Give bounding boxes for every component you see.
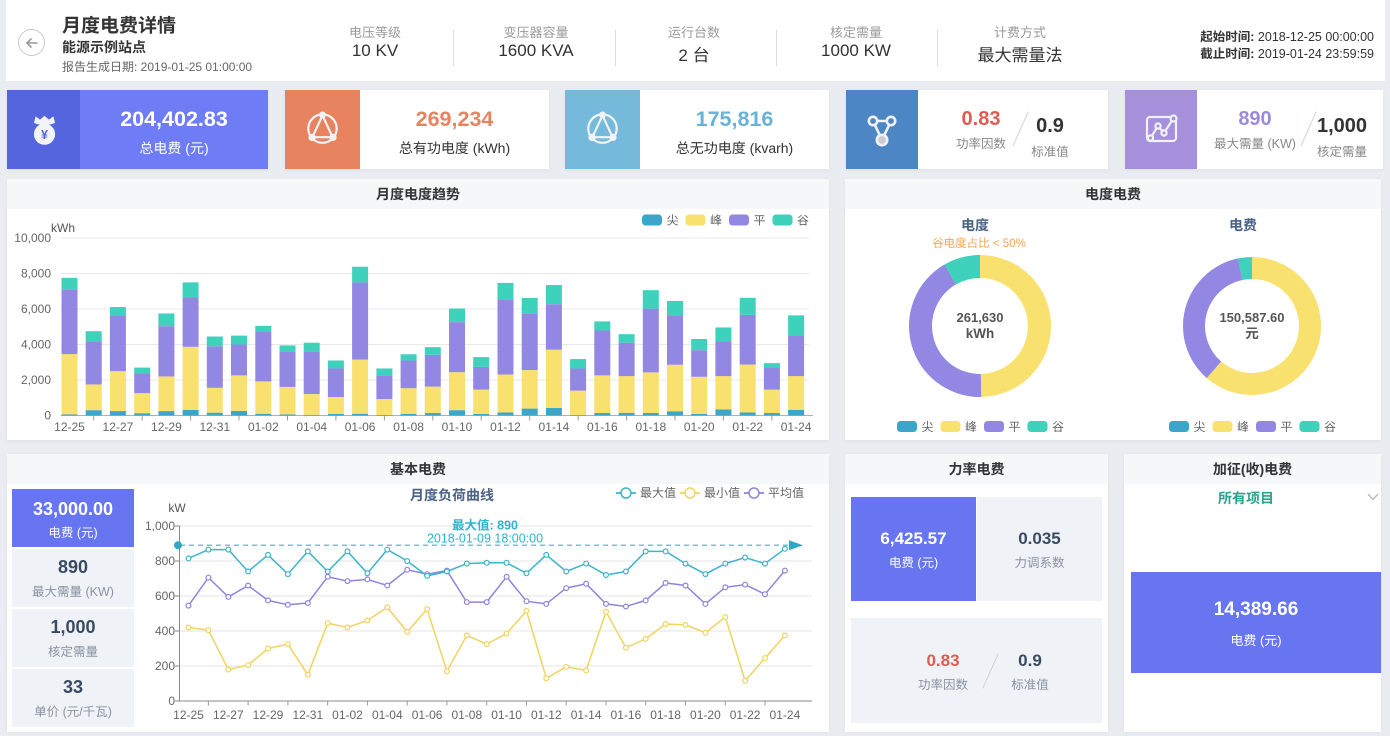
svg-text:01-08: 01-08 <box>393 420 424 434</box>
svg-text:月度负荷曲线: 月度负荷曲线 <box>410 487 494 503</box>
svg-text:kWh: kWh <box>966 326 995 341</box>
svg-text:0: 0 <box>168 694 175 708</box>
svg-text:最小值: 最小值 <box>704 486 740 500</box>
svg-text:平: 平 <box>1009 420 1021 434</box>
svg-text:峰: 峰 <box>710 214 722 228</box>
svg-text:12-27: 12-27 <box>213 708 244 722</box>
svg-text:01-20: 01-20 <box>684 420 715 434</box>
svg-text:01-14: 01-14 <box>539 420 570 434</box>
svg-text:平: 平 <box>754 214 766 228</box>
svg-text:01-02: 01-02 <box>332 708 363 722</box>
svg-text:01-24: 01-24 <box>770 708 801 722</box>
svg-text:1,000: 1,000 <box>145 519 175 533</box>
svg-text:01-16: 01-16 <box>611 708 642 722</box>
svg-text:200: 200 <box>155 659 175 673</box>
svg-text:平均值: 平均值 <box>768 486 804 500</box>
svg-text:01-24: 01-24 <box>781 420 812 434</box>
svg-text:01-02: 01-02 <box>248 420 279 434</box>
svg-text:谷: 谷 <box>1324 420 1336 434</box>
svg-text:元: 元 <box>1245 326 1259 341</box>
svg-text:01-08: 01-08 <box>451 708 482 722</box>
svg-text:4,000: 4,000 <box>21 338 51 352</box>
svg-text:kWh: kWh <box>51 221 75 235</box>
svg-text:最大值: 890: 最大值: 890 <box>452 519 518 533</box>
svg-text:01-04: 01-04 <box>296 420 327 434</box>
svg-text:谷: 谷 <box>797 214 809 228</box>
svg-text:12-25: 12-25 <box>54 420 85 434</box>
svg-text:01-06: 01-06 <box>345 420 376 434</box>
svg-text:12-29: 12-29 <box>253 708 284 722</box>
svg-text:2018-01-09 18:00:00: 2018-01-09 18:00:00 <box>427 532 543 546</box>
svg-text:01-16: 01-16 <box>587 420 618 434</box>
svg-text:8,000: 8,000 <box>21 267 51 281</box>
svg-text:01-20: 01-20 <box>690 708 721 722</box>
svg-text:峰: 峰 <box>965 420 977 434</box>
svg-text:150,587.60: 150,587.60 <box>1219 310 1284 325</box>
svg-text:10,000: 10,000 <box>14 231 51 245</box>
svg-text:12-27: 12-27 <box>103 420 134 434</box>
svg-text:01-12: 01-12 <box>531 708 562 722</box>
svg-text:¥: ¥ <box>41 128 48 142</box>
svg-text:01-04: 01-04 <box>372 708 403 722</box>
svg-text:12-31: 12-31 <box>199 420 230 434</box>
svg-text:01-22: 01-22 <box>732 420 763 434</box>
svg-text:800: 800 <box>155 554 175 568</box>
svg-text:最大值: 最大值 <box>640 486 676 500</box>
svg-text:12-29: 12-29 <box>151 420 182 434</box>
svg-text:6,000: 6,000 <box>21 302 51 316</box>
svg-text:01-18: 01-18 <box>650 708 681 722</box>
svg-text:尖: 尖 <box>667 214 679 228</box>
svg-text:261,630: 261,630 <box>957 310 1004 325</box>
svg-text:01-12: 01-12 <box>490 420 521 434</box>
svg-text:峰: 峰 <box>1237 420 1249 434</box>
svg-text:01-10: 01-10 <box>491 708 522 722</box>
svg-text:01-10: 01-10 <box>442 420 473 434</box>
svg-text:01-14: 01-14 <box>571 708 602 722</box>
svg-text:12-25: 12-25 <box>173 708 204 722</box>
svg-text:谷: 谷 <box>1052 420 1064 434</box>
svg-text:01-22: 01-22 <box>730 708 761 722</box>
svg-text:01-06: 01-06 <box>412 708 443 722</box>
svg-text:尖: 尖 <box>922 420 934 434</box>
svg-text:0: 0 <box>44 409 51 423</box>
svg-text:平: 平 <box>1281 420 1293 434</box>
svg-text:600: 600 <box>155 589 175 603</box>
svg-text:2,000: 2,000 <box>21 373 51 387</box>
svg-text:01-18: 01-18 <box>635 420 666 434</box>
svg-text:12-31: 12-31 <box>292 708 323 722</box>
svg-text:尖: 尖 <box>1194 420 1206 434</box>
svg-text:kW: kW <box>168 501 186 515</box>
svg-text:400: 400 <box>155 624 175 638</box>
